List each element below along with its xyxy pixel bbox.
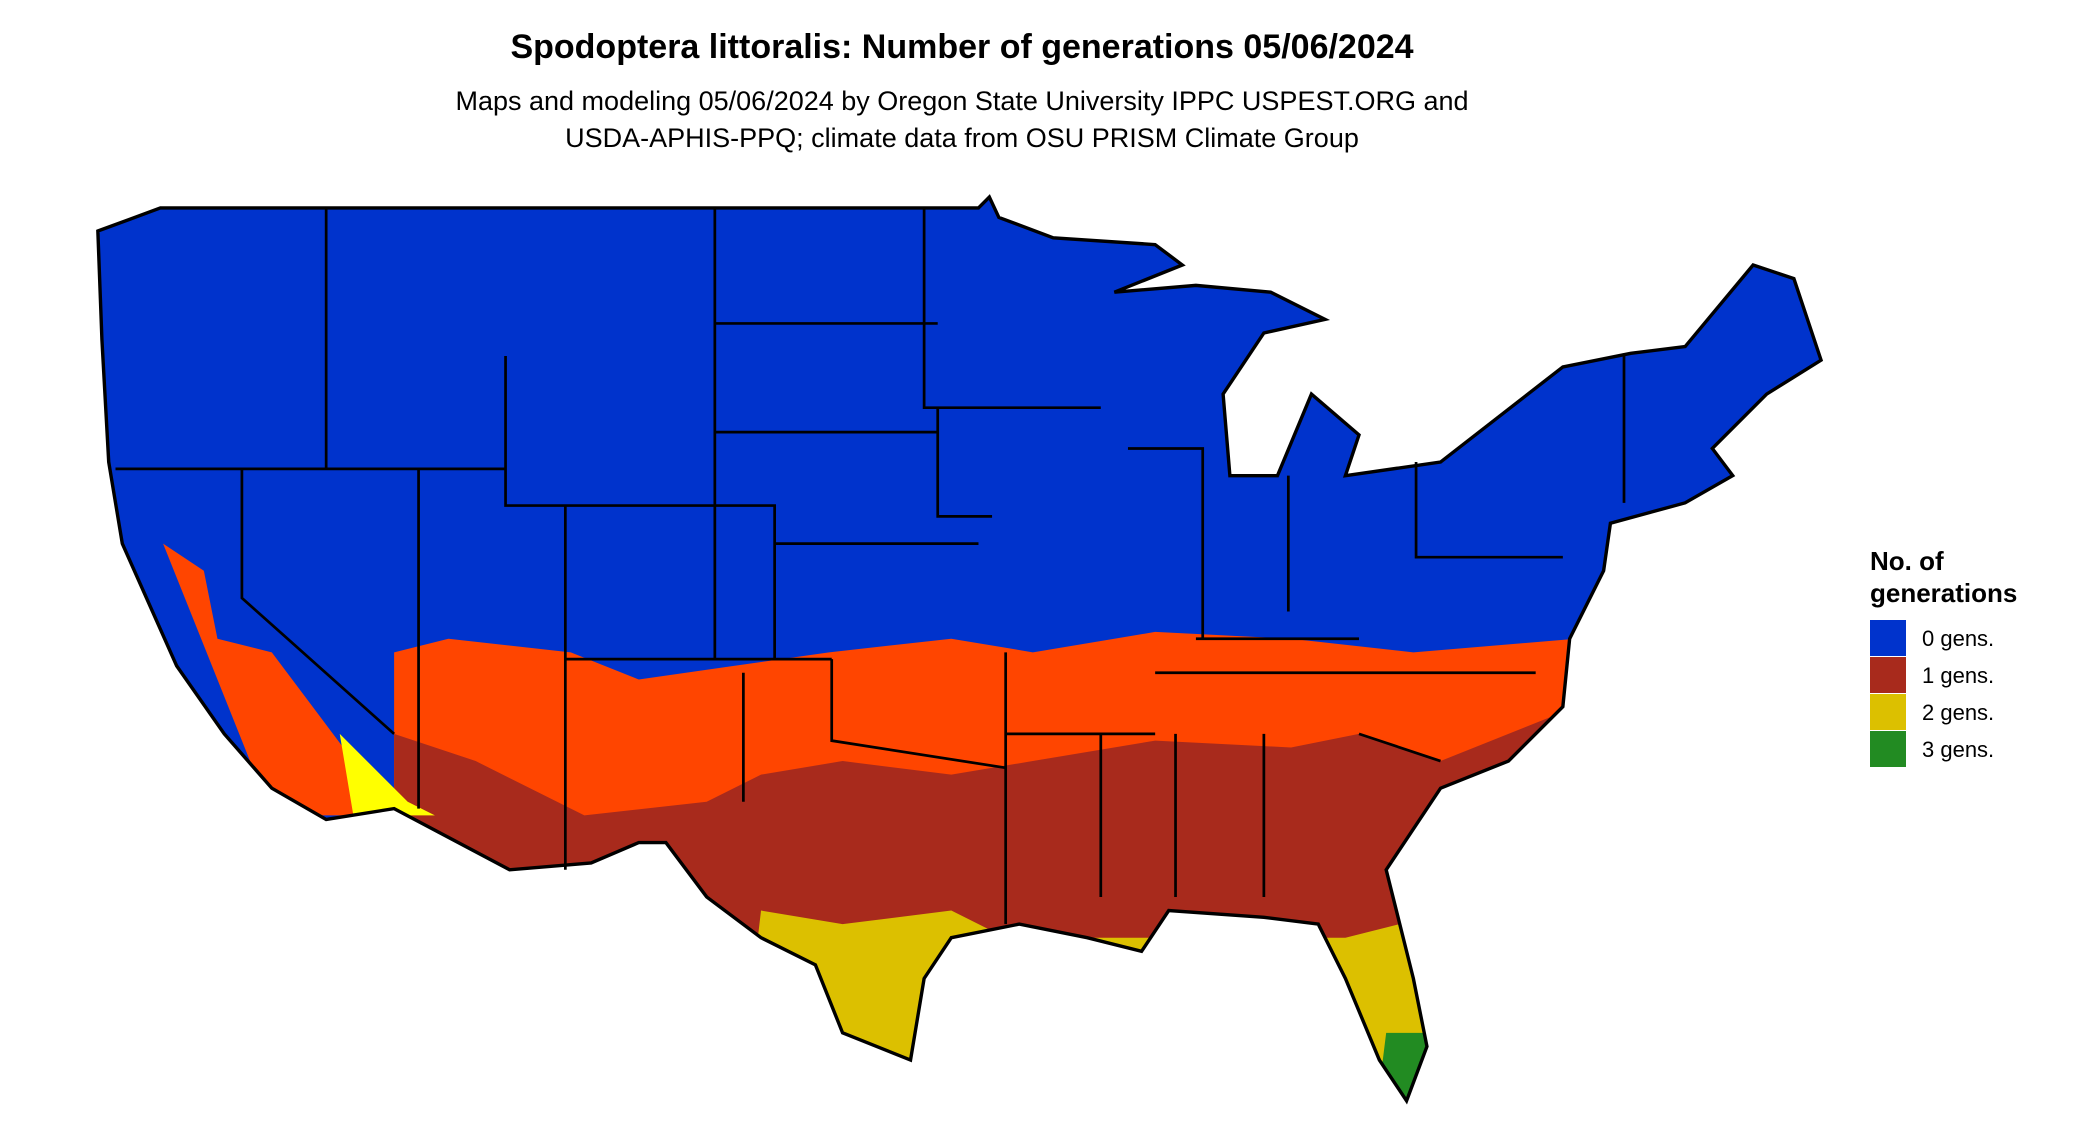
us-map [96, 194, 1824, 1105]
legend-swatch [1870, 620, 1906, 656]
map-subtitle: USDA-APHIS-PPQ; climate data from OSU PR… [565, 123, 1359, 153]
legend-title: No. of [1870, 546, 1944, 576]
legend-swatch [1870, 731, 1906, 767]
us-outline [96, 194, 1824, 1105]
map-fill [97, 197, 1822, 1101]
zone-orange [163, 543, 395, 816]
legend-swatch [1870, 694, 1906, 730]
map-subtitle: Maps and modeling 05/06/2024 by Oregon S… [455, 86, 1468, 116]
zone-yellow [339, 733, 435, 816]
legend-label: 2 gens. [1922, 700, 1994, 725]
legend-label: 1 gens. [1922, 663, 1994, 688]
state-lines [115, 207, 1626, 925]
legend-swatch [1870, 657, 1906, 693]
legend-label: 0 gens. [1922, 626, 1994, 651]
legend-label: 3 gens. [1922, 737, 1994, 762]
map-title: Spodoptera littoralis: Number of generat… [510, 28, 1413, 66]
legend: 0 gens. 1 gens. 2 gens. 3 gens. [1870, 620, 1994, 767]
zone-2 [733, 910, 1441, 1101]
legend-title: generations [1870, 578, 2017, 608]
